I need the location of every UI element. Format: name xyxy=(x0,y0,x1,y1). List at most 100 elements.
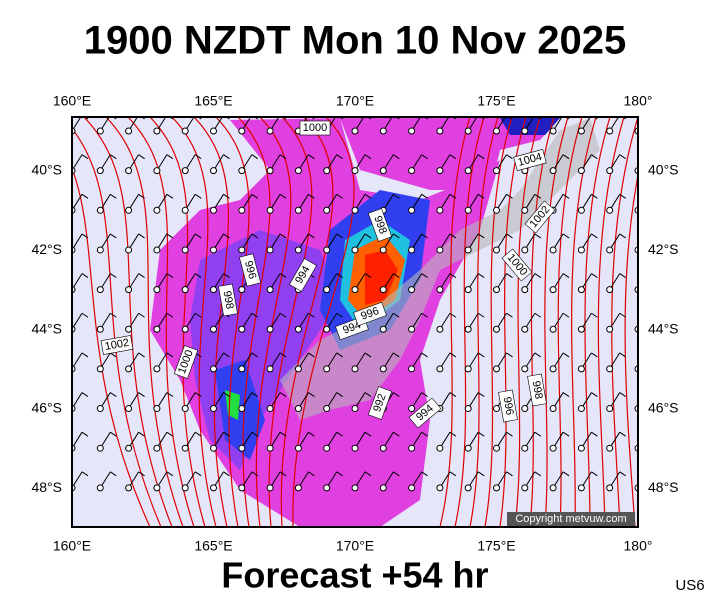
barb-flag xyxy=(562,312,570,318)
barb-flag xyxy=(449,154,457,160)
barb-flag xyxy=(81,352,89,358)
barb-flag xyxy=(562,431,570,437)
barb-station xyxy=(606,206,614,214)
barb-station xyxy=(464,206,472,214)
barb-flag xyxy=(421,471,428,477)
barb-flag xyxy=(593,117,598,120)
barb-station xyxy=(549,444,557,452)
barb-flag xyxy=(168,117,174,120)
barb-flag xyxy=(364,471,372,477)
barb-flag xyxy=(534,233,542,239)
barb-station xyxy=(294,444,302,452)
barb-flag xyxy=(223,193,230,199)
barb-flag xyxy=(534,431,542,437)
barb-station xyxy=(408,444,416,452)
barb-flag xyxy=(223,352,230,358)
barb-station xyxy=(351,167,359,175)
barb-station xyxy=(266,365,274,373)
barb-flag xyxy=(81,193,89,199)
barb-station xyxy=(181,127,189,135)
barb-flag xyxy=(166,392,174,397)
barb-flag xyxy=(110,471,117,477)
barb-flag xyxy=(506,154,513,160)
barb-station xyxy=(125,405,133,413)
barb-station xyxy=(577,286,585,294)
barb-station xyxy=(266,286,274,294)
barb-station xyxy=(181,206,189,214)
barb-flag xyxy=(225,117,230,120)
barb-station xyxy=(210,127,217,135)
barb-flag xyxy=(166,273,174,279)
barb-station xyxy=(323,365,331,373)
barb-flag xyxy=(279,312,287,318)
barb-flag xyxy=(591,193,598,199)
barb-station xyxy=(266,484,274,492)
barb-flag xyxy=(477,352,485,358)
copyright: Copyright metvuw.com xyxy=(515,513,626,525)
barb-flag xyxy=(84,117,89,120)
barb-flag xyxy=(308,352,315,358)
barb-station xyxy=(266,167,274,175)
barb-flag xyxy=(591,233,598,239)
isobar-label-box xyxy=(524,200,556,234)
barb-station xyxy=(210,444,217,452)
barb-flag xyxy=(648,194,654,198)
barb-station xyxy=(238,444,246,452)
barb-flag xyxy=(81,392,89,397)
barb-station xyxy=(294,365,302,373)
barb-flag xyxy=(477,392,485,397)
barb-station xyxy=(266,444,274,452)
barb-station xyxy=(606,365,614,373)
barb-flag xyxy=(648,313,654,317)
barb-station xyxy=(408,325,416,333)
barb-station xyxy=(238,484,246,492)
barb-station xyxy=(606,127,614,135)
barb-flag xyxy=(449,193,457,199)
barb-station xyxy=(408,246,416,254)
barb-station xyxy=(549,246,557,254)
barb-station xyxy=(577,405,585,413)
barb-flag xyxy=(506,233,513,239)
barb-flag xyxy=(166,193,174,199)
lon-label: 170°E xyxy=(336,538,374,554)
barb-station xyxy=(153,246,161,254)
barb-flag xyxy=(506,431,513,437)
barb-flag xyxy=(562,471,570,477)
barb-flag xyxy=(648,234,654,238)
barb-station xyxy=(436,325,444,333)
barb-flag xyxy=(393,273,400,279)
isobar-label-box xyxy=(367,386,393,420)
isobar xyxy=(255,117,292,527)
barb-station xyxy=(238,365,246,373)
barb-flag xyxy=(138,273,145,279)
barb-station xyxy=(379,246,387,254)
barb-flag xyxy=(562,273,570,279)
barb-flag xyxy=(138,431,145,437)
barb-station xyxy=(125,325,133,333)
isobar-label-box xyxy=(498,389,518,423)
barb-flag xyxy=(421,193,428,199)
barb-flag xyxy=(166,352,174,358)
lat-label: 40°S xyxy=(648,162,679,178)
barb-flag xyxy=(194,471,202,477)
barb-flag xyxy=(338,117,343,120)
barb-station xyxy=(379,325,387,333)
barb-flag xyxy=(562,352,570,358)
barb-station xyxy=(96,444,104,452)
barb-flag xyxy=(138,154,145,160)
barb-station xyxy=(521,325,529,333)
barb-flag xyxy=(393,352,400,358)
isobar-label: 998 xyxy=(221,290,236,310)
barb-flag xyxy=(421,431,428,437)
barb-flag xyxy=(506,312,513,318)
barb-flag xyxy=(223,392,230,397)
isobar xyxy=(83,117,173,527)
barb-flag xyxy=(279,431,287,437)
barb-flag xyxy=(534,352,542,358)
barb-station xyxy=(577,325,585,333)
barb-station xyxy=(464,286,472,294)
barb-flag xyxy=(110,431,117,437)
barb-station xyxy=(577,127,585,135)
barb-station xyxy=(606,286,614,294)
isobar-label-group: 996 xyxy=(498,389,518,423)
